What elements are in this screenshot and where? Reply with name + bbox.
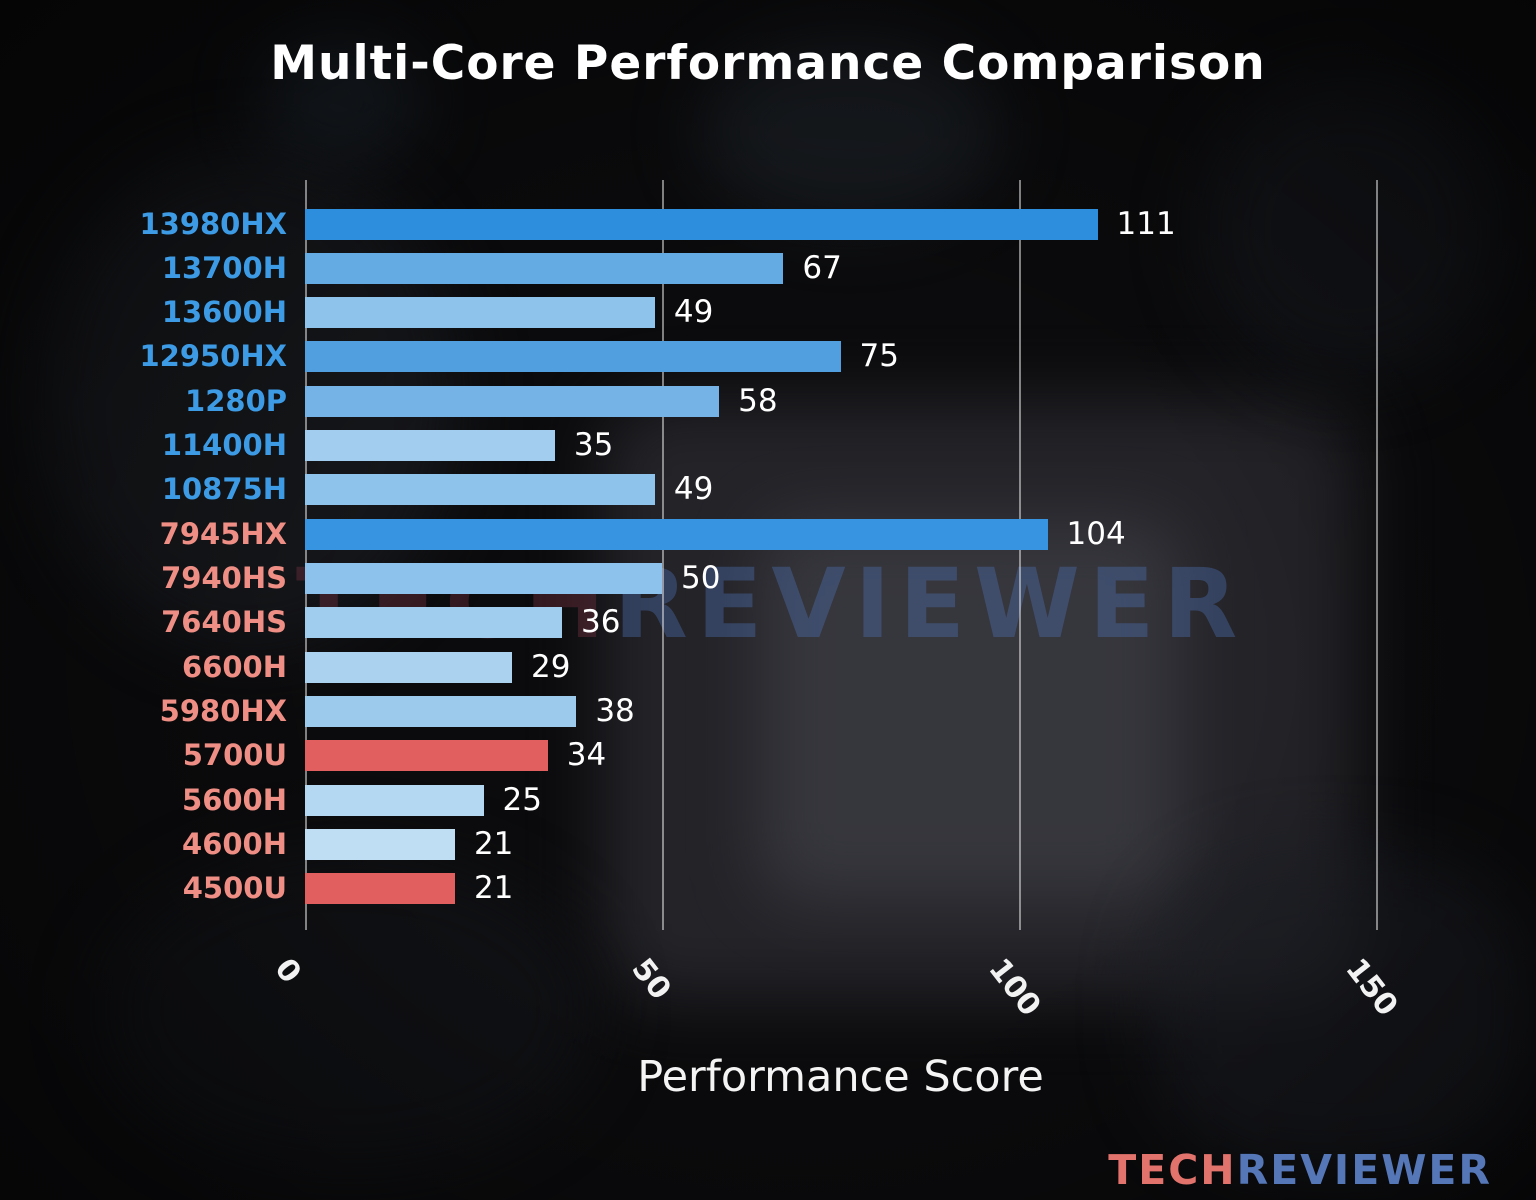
category-label: 1280P bbox=[185, 383, 287, 418]
value-label: 29 bbox=[531, 648, 571, 685]
x-tick-label-0: 0 bbox=[267, 952, 308, 990]
bar-row: 6600H 29 bbox=[182, 648, 1465, 685]
techreviewer-logo: TECHREVIEWER bbox=[1108, 1146, 1492, 1194]
category-label: 5980HX bbox=[159, 694, 287, 729]
bar-row: 12950HX 75 bbox=[139, 338, 1465, 375]
bar-row: 5700U 34 bbox=[183, 737, 1465, 774]
category-label: 7940HS bbox=[161, 561, 287, 596]
category-label: 5700U bbox=[182, 738, 287, 773]
x-tick-label-50: 50 bbox=[624, 952, 678, 1007]
bar bbox=[305, 252, 784, 284]
value-label: 50 bbox=[681, 560, 721, 597]
bar-row: 4500U 21 bbox=[183, 870, 1465, 907]
value-label: 21 bbox=[473, 826, 514, 863]
value-label: 35 bbox=[573, 427, 614, 464]
gridline-x-100 bbox=[1019, 180, 1021, 930]
bar-row: 5600H 25 bbox=[182, 781, 1465, 818]
category-label: 13600H bbox=[161, 295, 287, 330]
bar bbox=[305, 607, 563, 639]
bar bbox=[305, 518, 1048, 550]
value-label: 36 bbox=[581, 604, 621, 641]
bar bbox=[305, 563, 662, 595]
category-label: 4500U bbox=[182, 871, 287, 906]
category-label: 6600H bbox=[182, 649, 287, 684]
value-label: 34 bbox=[566, 737, 607, 774]
value-label: 111 bbox=[1116, 205, 1176, 242]
value-label: 67 bbox=[802, 249, 842, 286]
bar bbox=[305, 208, 1098, 240]
value-label: 49 bbox=[673, 471, 714, 508]
watermark: TECHREVIEWER bbox=[296, 548, 1246, 660]
x-tick-label-100: 100 bbox=[981, 952, 1048, 1023]
watermark-reviewer: REVIEWER bbox=[613, 548, 1247, 660]
category-label: 4600H bbox=[182, 827, 287, 862]
chart-area: 0 50 100 150 13980HX 111 13700H 67 13600H 49 12950… bbox=[139, 180, 1465, 1023]
bar bbox=[305, 474, 655, 506]
bar-row: 4600H 21 bbox=[182, 826, 1465, 863]
category-label: 10875H bbox=[161, 472, 287, 507]
value-label: 75 bbox=[859, 338, 899, 375]
category-label: 12950HX bbox=[139, 339, 287, 374]
category-label: 11400H bbox=[161, 428, 287, 463]
logo-tech: TECH bbox=[1108, 1146, 1237, 1194]
bar bbox=[305, 696, 577, 728]
bar bbox=[305, 740, 548, 772]
bar bbox=[305, 385, 720, 417]
value-label: 21 bbox=[473, 870, 514, 907]
category-label: 7640HS bbox=[161, 605, 287, 640]
bar-row: 13980HX 111 bbox=[139, 205, 1465, 242]
chart-title: Multi-Core Performance Comparison bbox=[270, 36, 1266, 91]
bar bbox=[305, 430, 555, 462]
logo-reviewer: REVIEWER bbox=[1236, 1146, 1492, 1194]
bar-row: 5980HX 38 bbox=[160, 693, 1465, 730]
bar bbox=[305, 829, 455, 861]
bar bbox=[305, 873, 455, 905]
category-label: 13980HX bbox=[139, 206, 287, 241]
value-label: 49 bbox=[673, 294, 714, 331]
bar-row: 10875H 49 bbox=[162, 471, 1465, 508]
bar bbox=[305, 784, 484, 816]
bar-row: 11400H 35 bbox=[162, 427, 1465, 464]
category-label: 7945HX bbox=[159, 516, 287, 551]
value-label: 25 bbox=[502, 781, 542, 818]
gridline-x-50 bbox=[662, 180, 664, 930]
bar-row: 13700H 67 bbox=[162, 249, 1465, 286]
category-label: 13700H bbox=[161, 250, 287, 285]
bar-row: 7945HX 104 bbox=[160, 515, 1465, 552]
gridline-x-150 bbox=[1376, 180, 1378, 930]
bar bbox=[305, 297, 655, 329]
bar bbox=[305, 341, 841, 373]
bar-row: 13600H 49 bbox=[162, 294, 1465, 331]
bar-row: 7640HS 36 bbox=[161, 604, 1465, 641]
bar bbox=[305, 651, 513, 683]
bar-row: 7940HS 50 bbox=[161, 560, 1465, 597]
bar-row: 1280P 58 bbox=[185, 382, 1465, 419]
value-label: 104 bbox=[1066, 515, 1126, 552]
x-axis-title: Performance Score bbox=[637, 1052, 1044, 1102]
value-label: 58 bbox=[738, 382, 778, 419]
gridline-x-0 bbox=[305, 180, 307, 930]
category-label: 5600H bbox=[182, 782, 287, 817]
x-tick-label-150: 150 bbox=[1338, 952, 1405, 1023]
value-label: 38 bbox=[595, 693, 635, 730]
